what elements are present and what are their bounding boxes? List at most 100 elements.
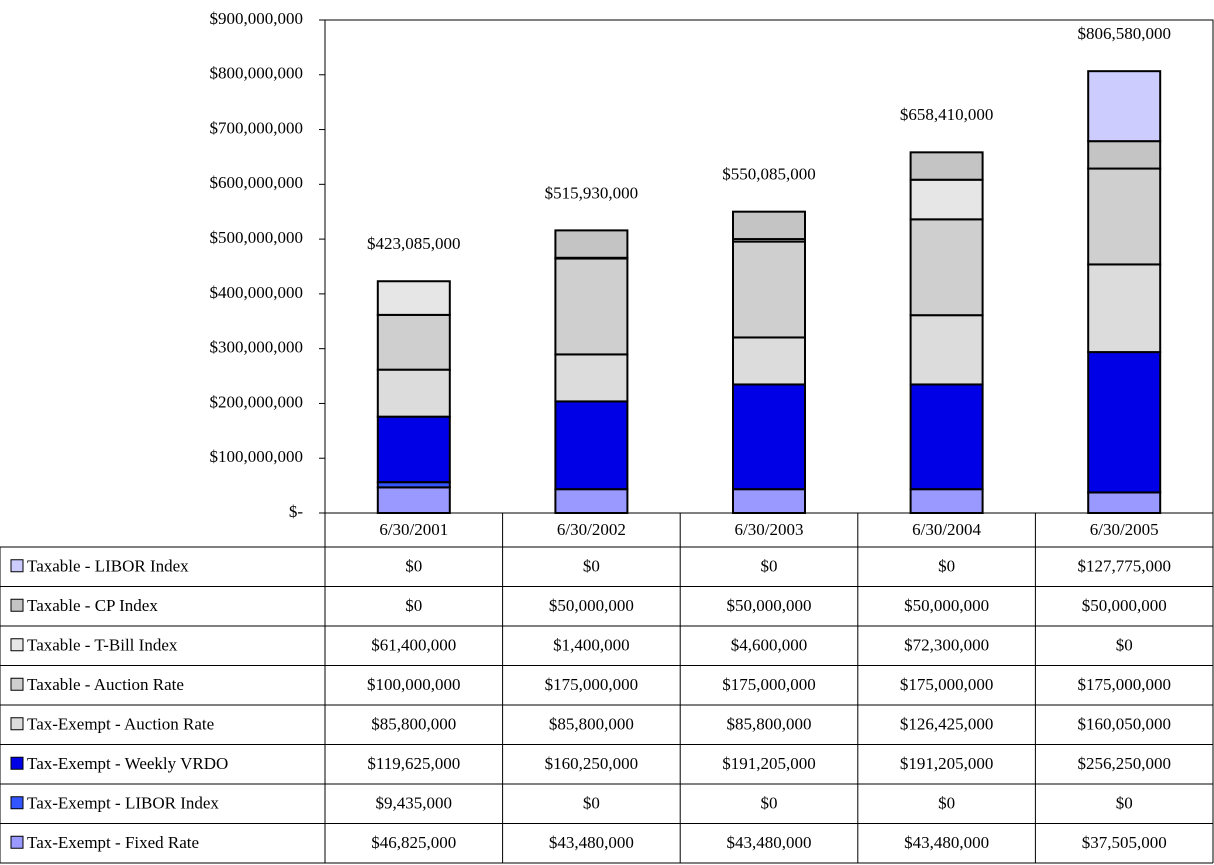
y-tick-label: $300,000,000 — [210, 338, 304, 357]
table-cell: $43,480,000 — [904, 833, 989, 852]
table-cell: $43,480,000 — [549, 833, 634, 852]
y-tick-label: $700,000,000 — [210, 118, 304, 137]
bar-segment — [732, 336, 806, 386]
bar-segment — [376, 486, 451, 515]
table-cell: $0 — [405, 557, 422, 576]
total-label: $658,410,000 — [900, 105, 994, 124]
y-tick-label: $- — [289, 502, 304, 521]
bar-segment — [554, 488, 629, 514]
legend-swatch — [10, 559, 24, 573]
bar-segment — [909, 178, 984, 221]
legend-label: Taxable - Auction Rate — [27, 675, 184, 694]
total-label: $515,930,000 — [545, 183, 639, 202]
legend-swatch — [10, 835, 24, 849]
table-cell: $50,000,000 — [904, 596, 989, 615]
table-cell: $175,000,000 — [722, 675, 816, 694]
x-tick-label: 6/30/2001 — [379, 520, 448, 539]
table-cell: $0 — [583, 794, 600, 813]
bar-segment — [1087, 263, 1162, 354]
legend-label: Tax-Exempt - Weekly VRDO — [27, 754, 228, 773]
bar-segment — [554, 257, 629, 356]
bar-segment — [909, 314, 984, 386]
y-tick-label: $800,000,000 — [210, 64, 304, 83]
legend-swatch — [10, 638, 24, 652]
table-cell: $175,000,000 — [900, 675, 994, 694]
table-cell: $0 — [1116, 636, 1133, 655]
x-tick-label: 6/30/2004 — [912, 520, 981, 539]
total-label: $423,085,000 — [367, 234, 461, 253]
bar-segment — [554, 229, 629, 259]
y-tick-label: $400,000,000 — [210, 283, 304, 302]
table-cell: $100,000,000 — [367, 675, 461, 694]
table-cell: $191,205,000 — [900, 754, 994, 773]
table-cell: $160,050,000 — [1077, 715, 1171, 734]
y-tick-label: $200,000,000 — [210, 392, 304, 411]
table-cell: $85,800,000 — [549, 715, 634, 734]
legend-label: Tax-Exempt - Auction Rate — [27, 715, 214, 734]
table-cell: $43,480,000 — [727, 833, 812, 852]
bar-segment — [909, 488, 984, 514]
legend-swatch — [10, 598, 24, 612]
table-cell: $85,800,000 — [727, 715, 812, 734]
x-tick-label: 6/30/2003 — [735, 520, 804, 539]
bar-segment — [376, 280, 451, 316]
table-cell: $37,505,000 — [1082, 833, 1167, 852]
table-cell: $119,625,000 — [367, 754, 460, 773]
bar-segment — [909, 383, 984, 491]
y-tick-label: $600,000,000 — [210, 173, 304, 192]
table-cell: $0 — [938, 794, 955, 813]
total-label: $806,580,000 — [1077, 24, 1171, 43]
table-cell: $175,000,000 — [545, 675, 639, 694]
bar-segment — [1087, 70, 1162, 143]
table-cell: $61,400,000 — [371, 636, 456, 655]
y-tick-label: $900,000,000 — [210, 9, 304, 28]
legend-swatch — [10, 756, 24, 770]
y-tick-label: $100,000,000 — [210, 447, 304, 466]
legend-label: Taxable - CP Index — [27, 596, 158, 615]
legend-swatch — [10, 677, 24, 691]
table-cell: $0 — [583, 557, 600, 576]
table-cell: $127,775,000 — [1077, 557, 1171, 576]
legend-label: Tax-Exempt - LIBOR Index — [27, 794, 219, 813]
x-tick-label: 6/30/2002 — [557, 520, 626, 539]
bar-segment — [554, 400, 629, 491]
table-cell: $160,250,000 — [545, 754, 639, 773]
bar-segment — [1087, 491, 1162, 515]
table-cell: $9,435,000 — [376, 794, 453, 813]
bar-segment — [554, 353, 629, 403]
table-cell: $0 — [761, 557, 778, 576]
bar-segment — [909, 151, 984, 181]
table-cell: $50,000,000 — [549, 596, 634, 615]
bar-segment — [1087, 167, 1162, 266]
table-cell: $50,000,000 — [1082, 596, 1167, 615]
table-cell: $4,600,000 — [731, 636, 808, 655]
bar-segment — [909, 218, 984, 317]
bar-segment — [732, 210, 806, 241]
bar-segment — [376, 368, 451, 418]
bar-segment — [732, 383, 806, 491]
bar-segment — [732, 240, 806, 339]
table-cell: $85,800,000 — [371, 715, 456, 734]
bar-segment — [376, 313, 451, 371]
total-label: $550,085,000 — [722, 165, 816, 184]
y-tick-label: $500,000,000 — [210, 228, 304, 247]
bar-segment — [1087, 140, 1162, 170]
table-cell: $175,000,000 — [1077, 675, 1171, 694]
table-cell: $0 — [405, 596, 422, 615]
table-cell: $126,425,000 — [900, 715, 994, 734]
legend-swatch — [10, 717, 24, 731]
table-cell: $50,000,000 — [727, 596, 812, 615]
table-cell: $0 — [761, 794, 778, 813]
legend-label: Tax-Exempt - Fixed Rate — [27, 833, 199, 852]
table-cell: $191,205,000 — [722, 754, 816, 773]
table-cell: $256,250,000 — [1077, 754, 1171, 773]
legend-label: Taxable - LIBOR Index — [27, 557, 189, 576]
bar-segment — [1087, 351, 1162, 494]
table-cell: $0 — [1116, 794, 1133, 813]
table-cell: $46,825,000 — [371, 833, 456, 852]
bar-segment — [376, 415, 451, 484]
legend-label: Taxable - T-Bill Index — [27, 636, 178, 655]
table-cell: $1,400,000 — [553, 636, 630, 655]
x-tick-label: 6/30/2005 — [1090, 520, 1159, 539]
